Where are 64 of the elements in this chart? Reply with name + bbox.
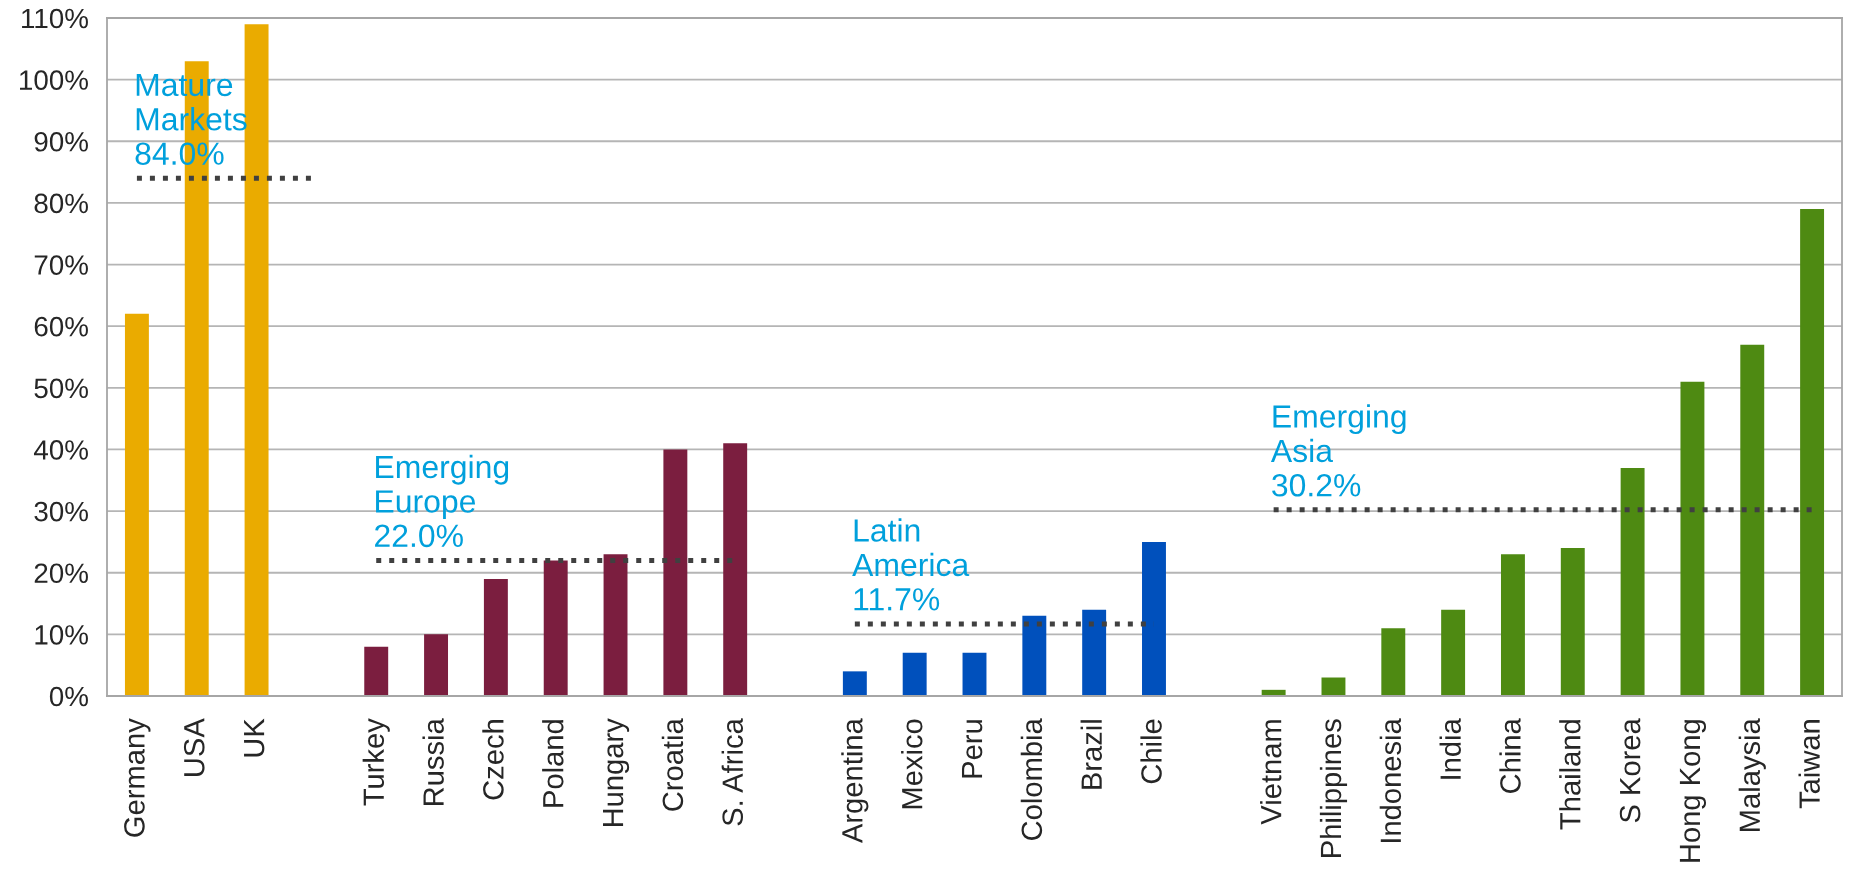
bar xyxy=(1560,548,1585,696)
x-tick-label: Philippines xyxy=(1319,719,1348,857)
bar xyxy=(1500,554,1525,696)
bar xyxy=(663,449,688,696)
bar xyxy=(842,671,867,696)
y-tick-label: 80% xyxy=(34,193,88,214)
x-tick-label: USA xyxy=(183,718,205,776)
y-tick-label: 0% xyxy=(49,686,88,707)
y-tick-label: 20% xyxy=(34,563,88,584)
bar xyxy=(364,646,389,696)
x-tick-label: Germany xyxy=(124,718,151,837)
y-tick-label: 70% xyxy=(34,255,88,275)
x-tick-label: India xyxy=(1439,718,1461,779)
bar xyxy=(1800,209,1825,696)
y-tick-label: 60% xyxy=(34,316,88,337)
x-tick-label: Croatia xyxy=(661,718,684,811)
x-tick-label: China xyxy=(1499,718,1521,793)
x-tick-label: Russia xyxy=(422,718,444,805)
x-tick-label: Turkey xyxy=(362,718,390,806)
x-tick-label: Poland xyxy=(542,720,564,807)
bar xyxy=(483,578,508,696)
bar xyxy=(603,554,628,696)
bar xyxy=(1381,628,1406,696)
y-tick-label: 100% xyxy=(20,70,88,90)
bar xyxy=(962,652,987,696)
x-tick-label: Colombia xyxy=(1020,718,1043,840)
annotation: Emerging Asia 30.2% xyxy=(1270,404,1406,497)
bar xyxy=(1082,609,1107,696)
x-tick-label: S. Africa xyxy=(721,718,744,826)
x-tick-label: Indonesia xyxy=(1379,718,1402,843)
x-tick-label: S Korea xyxy=(1619,718,1641,823)
y-tick-label: 90% xyxy=(34,131,88,152)
bar xyxy=(1321,677,1346,696)
bar xyxy=(902,652,927,696)
annotation: Latin America 11.7% xyxy=(852,518,970,611)
bar xyxy=(124,313,149,696)
x-tick-label: Thailand xyxy=(1559,720,1581,830)
x-tick-label: Mexico xyxy=(901,719,923,809)
x-tick-label: Peru xyxy=(961,720,983,778)
x-tick-label: Argentina xyxy=(841,718,869,844)
x-tick-label: Hungary xyxy=(603,718,630,827)
bar xyxy=(1022,615,1047,696)
bar xyxy=(1740,344,1765,696)
y-tick-label: 30% xyxy=(34,501,88,522)
x-tick-label: UK xyxy=(244,718,265,757)
x-tick-label: Chile xyxy=(1140,719,1162,784)
bar xyxy=(1620,467,1645,696)
x-tick-label: Taiwan xyxy=(1798,720,1820,809)
annotation: Emerging Europe 22.0% xyxy=(375,454,509,548)
bar xyxy=(1680,381,1705,696)
bar xyxy=(1142,541,1166,696)
bar xyxy=(1441,609,1466,696)
y-tick-label: 40% xyxy=(33,440,88,460)
bar xyxy=(424,634,449,696)
x-tick-label: Hong Kong xyxy=(1679,720,1707,862)
x-tick-label: Brazil xyxy=(1080,720,1102,789)
y-tick-label: 50% xyxy=(34,378,88,399)
y-tick-label: 10% xyxy=(35,625,88,645)
y-tick-label: 110% xyxy=(22,8,88,29)
bar xyxy=(543,560,568,696)
bar xyxy=(723,443,748,696)
x-tick-label: Malaysia xyxy=(1738,718,1766,831)
x-tick-label: Vietnam xyxy=(1260,720,1282,825)
x-tick-label: Czech xyxy=(482,720,504,800)
